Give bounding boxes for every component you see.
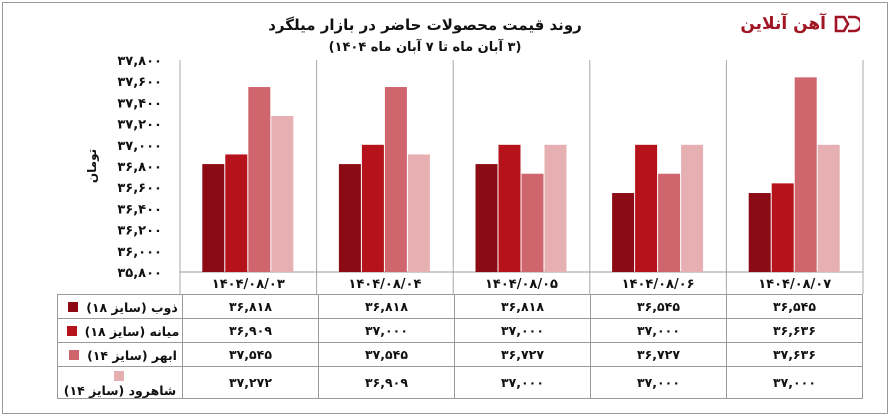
bar [361,144,384,272]
bar [384,87,407,272]
y-tick-label: ۳۶,۸۰۰ [117,160,162,175]
value-cell: ۳۷,۰۰۰ [454,318,591,343]
bar [748,193,771,272]
bar [248,87,271,272]
value-cell: ۳۷,۰۰۰ [318,318,455,343]
y-tick-label: ۳۵,۸۰۰ [117,266,162,281]
bar [658,173,681,272]
value-cell: ۳۶,۵۴۵ [726,294,863,319]
bar [521,173,544,272]
value-cell: ۳۷,۵۴۵ [318,342,455,367]
series-legend-cell: شاهرود (سایز ۱۴) [57,366,183,399]
chart-subtitle: (۳ آبان ماه تا ۷ آبان ماه ۱۴۰۴) [328,40,522,55]
y-tick-label: ۳۶,۲۰۰ [117,224,162,239]
table-row: ذوب (سایز ۱۸) ۳۶,۸۱۸ ۳۶,۸۱۸ ۳۶,۸۱۸ ۳۶,۵۴۵ ۳۶,… [57,294,863,319]
series-legend-cell: ابهر (سایز ۱۴) [57,342,183,367]
value-cell: ۳۷,۵۴۵ [182,342,319,367]
chart-title: روند قیمت محصولات حاضر در بازار میلگرد [268,16,582,34]
bar [612,193,635,272]
value-cell: ۳۶,۷۲۷ [590,342,727,367]
legend-swatch [114,370,124,381]
x-tick-label: ۱۴۰۴/۰۸/۰۶ [622,277,695,292]
bar [498,144,521,272]
legend-swatch [68,302,79,312]
value-cell: ۳۶,۸۱۸ [318,294,455,319]
y-tick-label: ۳۷,۲۰۰ [117,118,162,133]
series-name: ابهر (سایز ۱۴) [87,347,177,363]
bar [202,164,225,272]
legend-swatch [66,326,77,336]
value-cell: ۳۷,۰۰۰ [590,366,727,399]
data-table: ذوب (سایز ۱۸) ۳۶,۸۱۸ ۳۶,۸۱۸ ۳۶,۸۱۸ ۳۶,۵۴۵ ۳۶,… [57,294,863,399]
series-name: میانه (سایز ۱۸) [84,323,180,339]
y-tick-label: ۳۶,۰۰۰ [117,245,162,260]
value-cell: ۳۷,۰۰۰ [726,366,863,399]
value-cell: ۳۷,۲۷۲ [182,366,319,399]
logo-mark-icon [834,15,860,33]
y-axis-label: تومان [85,149,100,183]
value-cell: ۳۶,۸۱۸ [454,294,591,319]
chart-frame [2,2,888,414]
bar-chart: ۳۵,۸۰۰ ۳۶,۰۰۰ ۳۶,۲۰۰ ۳۶,۴۰۰ ۳۶,۶۰۰ ۳۶,۸۰۰ ۳۷,۰… [85,54,864,294]
bar [794,77,817,272]
value-cell: ۳۶,۶۳۶ [726,318,863,343]
bar [635,144,658,272]
series-legend-cell: میانه (سایز ۱۸) [57,318,183,343]
bar [407,154,430,272]
series-legend-cell: ذوب (سایز ۱۸) [57,294,183,319]
brand-logo: آهن آنلاین [690,12,860,36]
value-cell: ۳۷,۰۰۰ [590,318,727,343]
value-cell: ۳۷,۰۰۰ [454,366,591,399]
y-tick-label: ۳۷,۸۰۰ [117,54,162,69]
y-tick-label: ۳۶,۴۰۰ [117,202,162,217]
y-tick-label: ۳۷,۶۰۰ [117,75,162,90]
value-cell: ۳۷,۶۳۶ [726,342,863,367]
value-cell: ۳۶,۵۴۵ [590,294,727,319]
x-tick-label: ۱۴۰۴/۰۸/۰۵ [485,277,558,292]
y-tick-label: ۳۷,۴۰۰ [117,96,162,111]
table-row: ابهر (سایز ۱۴) ۳۷,۵۴۵ ۳۷,۵۴۵ ۳۶,۷۲۷ ۳۶,۷۲۷ ۳۷… [57,342,863,367]
table-row: شاهرود (سایز ۱۴) ۳۷,۲۷۲ ۳۶,۹۰۹ ۳۷,۰۰۰ ۳۷,۰۰۰… [57,366,863,399]
x-tick-label: ۱۴۰۴/۰۸/۰۷ [758,277,831,292]
table-row: میانه (سایز ۱۸) ۳۶,۹۰۹ ۳۷,۰۰۰ ۳۷,۰۰۰ ۳۷,۰۰۰ ۳… [57,318,863,343]
bar [475,164,498,272]
bar [771,183,794,272]
x-tick-label: ۱۴۰۴/۰۸/۰۳ [212,277,285,292]
y-tick-label: ۳۷,۰۰۰ [117,139,162,154]
x-tick-label: ۱۴۰۴/۰۸/۰۴ [348,277,421,292]
y-tick-label: ۳۶,۶۰۰ [117,181,162,196]
series-name: ذوب (سایز ۱۸) [86,299,178,315]
value-cell: ۳۶,۹۰۹ [318,366,455,399]
bar [817,144,840,272]
logo-text: آهن آنلاین [740,14,826,34]
value-cell: ۳۶,۷۲۷ [454,342,591,367]
bar [271,115,294,272]
legend-swatch [69,350,80,360]
bar [681,144,704,272]
series-name: شاهرود (سایز ۱۴) [63,383,177,398]
value-cell: ۳۶,۸۱۸ [182,294,319,319]
bar [544,144,567,272]
bar [225,154,248,272]
value-cell: ۳۶,۹۰۹ [182,318,319,343]
bar [338,164,361,272]
